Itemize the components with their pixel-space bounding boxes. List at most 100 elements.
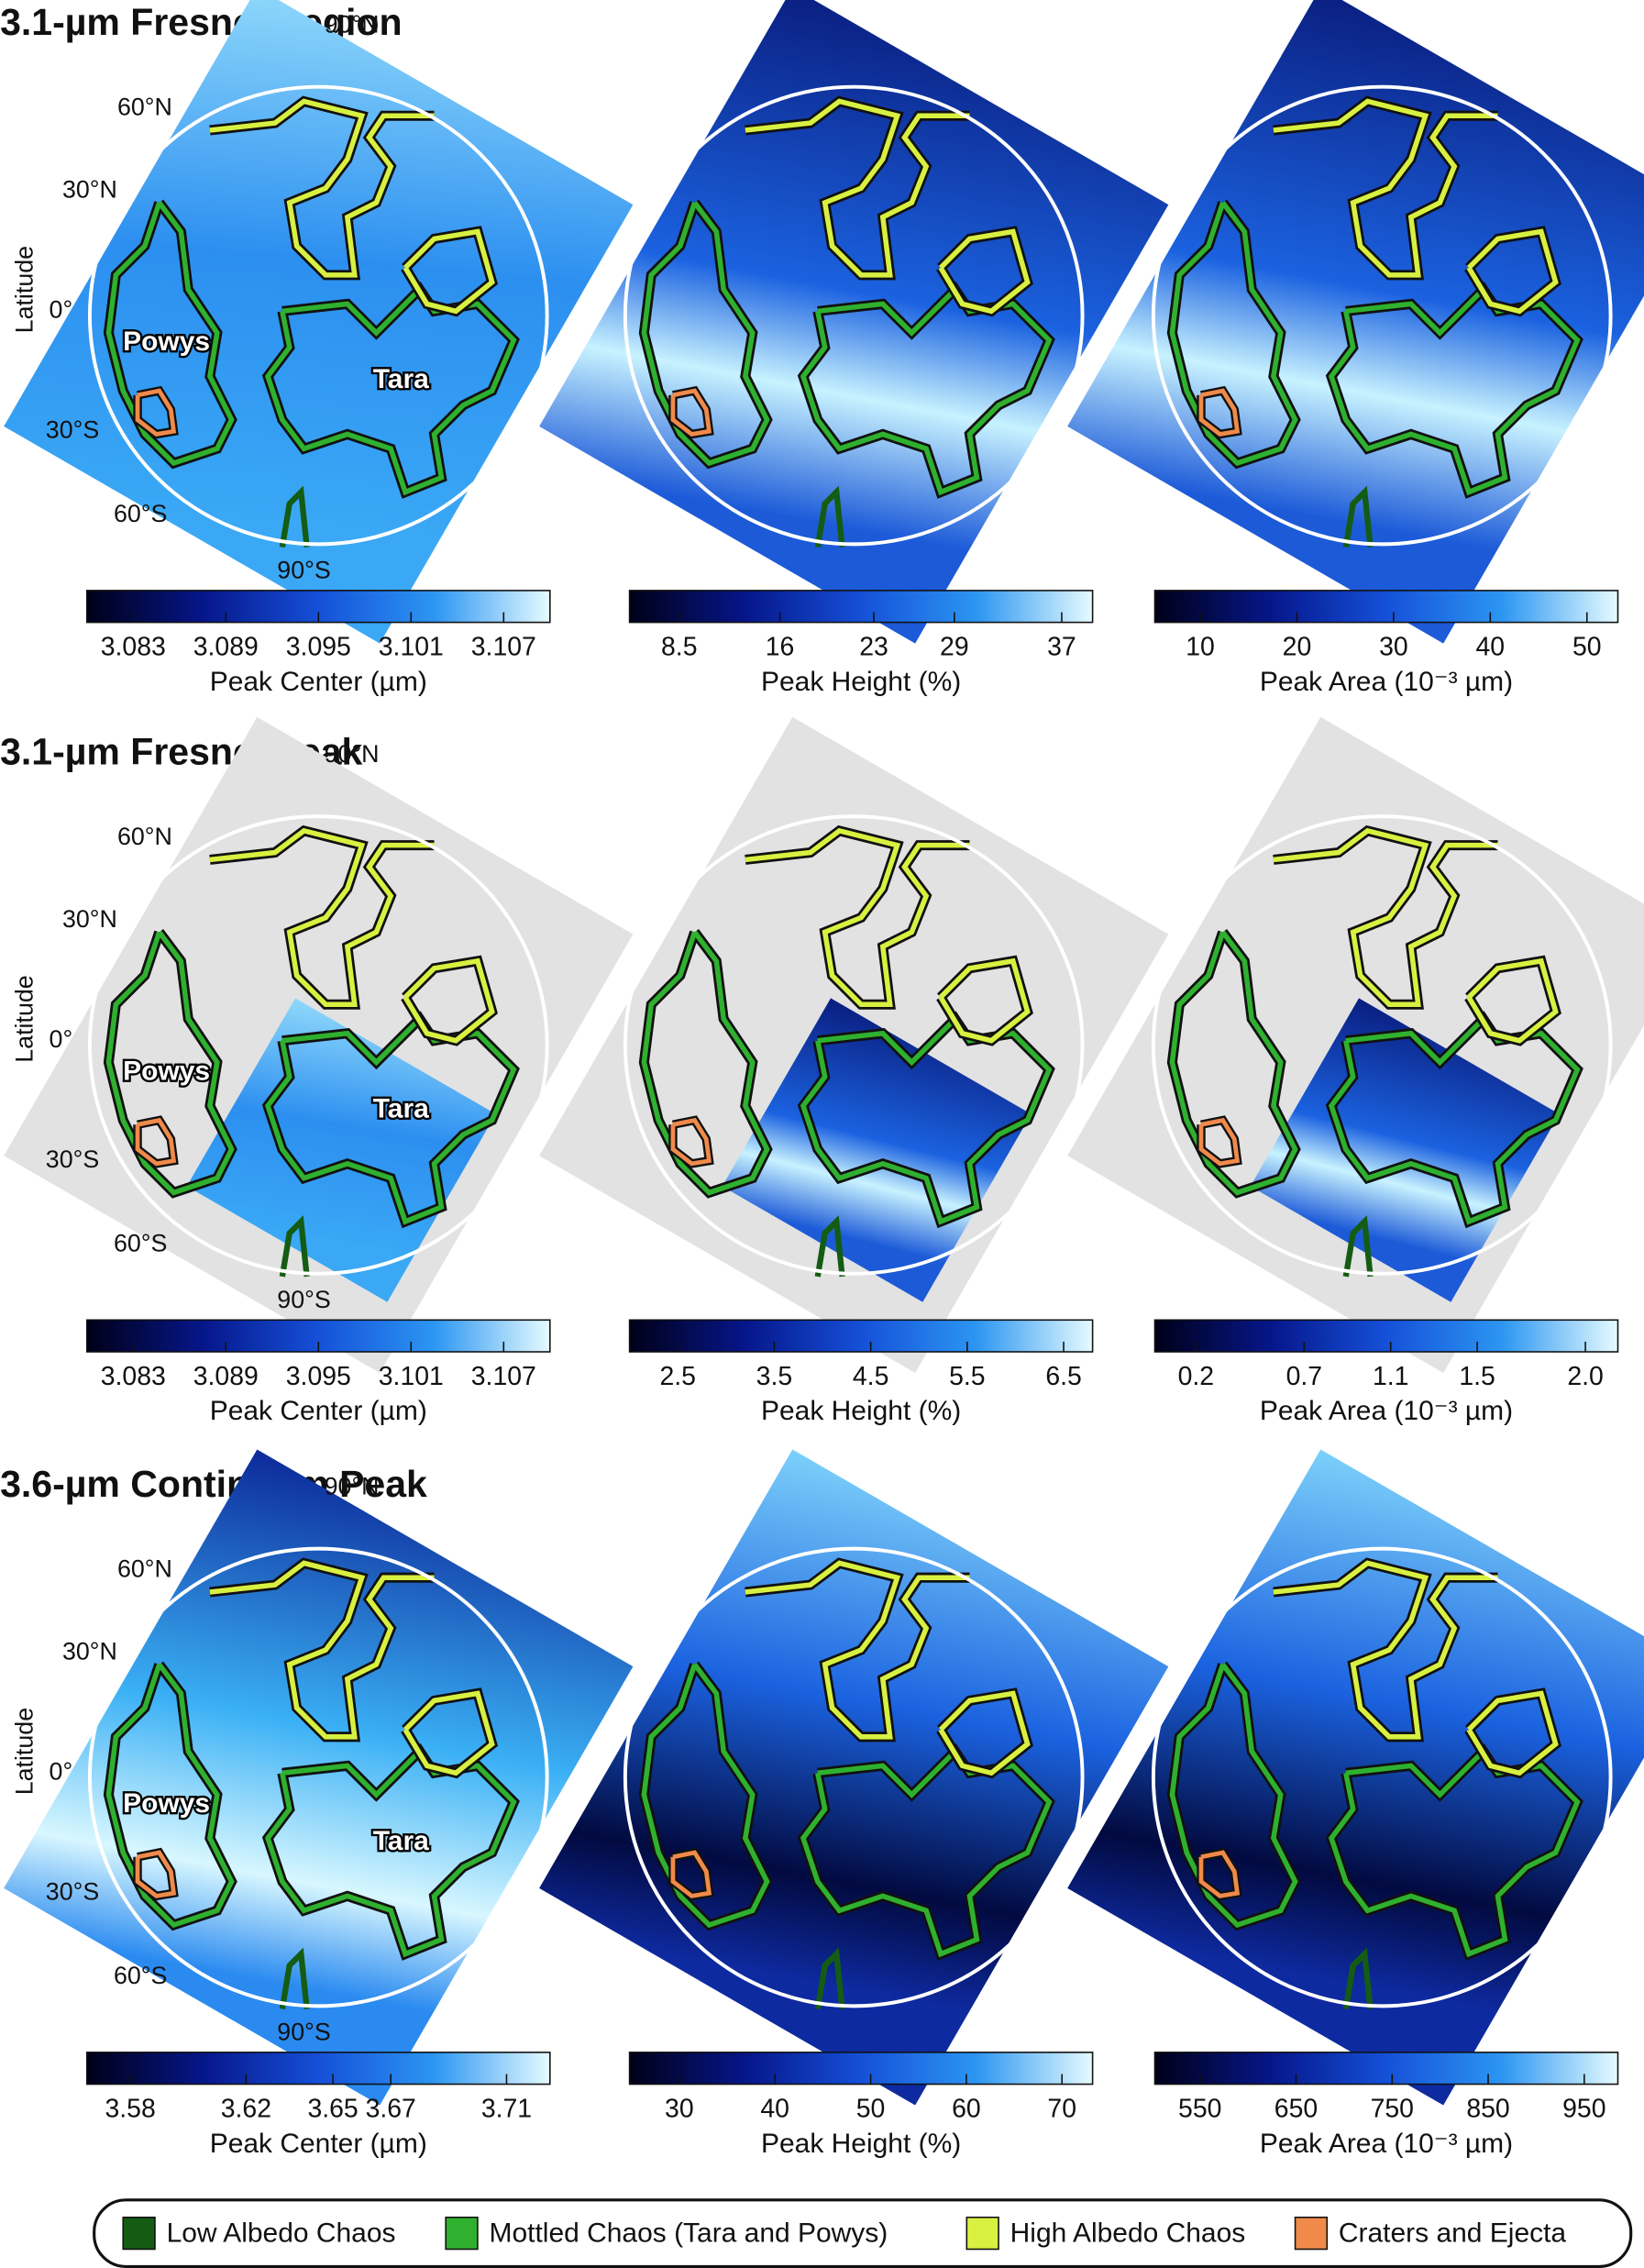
colorbar-tick-label: 5.5 — [949, 1362, 985, 1391]
colorbar — [628, 590, 1094, 624]
colorbar-tick-label: 50 — [1572, 633, 1602, 662]
latitude-label: 30°N — [62, 1637, 117, 1665]
map — [539, 0, 1169, 644]
legend-label: High Albedo Chaos — [1010, 2218, 1246, 2249]
map-footprint — [4, 0, 634, 644]
colorbar-label: Peak Center (µm) — [210, 2129, 427, 2159]
colorbar-label: Peak Height (%) — [761, 2129, 961, 2159]
axis-label: Latitude — [11, 246, 39, 333]
axis-label: Latitude — [11, 975, 39, 1062]
colorbar-tick-label: 3.62 — [221, 2094, 271, 2123]
region-label: Powys — [123, 1788, 210, 1819]
region-label: Powys — [123, 1056, 210, 1086]
latitude-label: 0° — [50, 295, 73, 323]
limb — [87, 814, 549, 1276]
colorbar-tick-label: 3.083 — [101, 1362, 166, 1391]
latitude-label: 0° — [50, 1025, 73, 1053]
colorbar-tick-label: 3.5 — [756, 1362, 792, 1391]
legend-swatch — [445, 2216, 479, 2251]
map-footprint — [539, 0, 1169, 644]
colorbar-tick-label: 0.2 — [1178, 1362, 1214, 1391]
latitude-label: 90°S — [277, 1286, 330, 1313]
colorbar-tick-label: 650 — [1274, 2094, 1318, 2123]
limb — [87, 84, 549, 547]
region-label: Tara — [373, 364, 429, 394]
colorbar-tick-label: 3.58 — [105, 2094, 155, 2123]
colorbar-label: Peak Height (%) — [761, 1396, 961, 1426]
colorbar-label: Peak Area (10⁻³ µm) — [1260, 1396, 1513, 1426]
latitude-label: 90°N — [325, 740, 380, 768]
colorbar-tick-label: 1.1 — [1373, 1362, 1408, 1391]
colorbar — [1153, 590, 1619, 624]
limb — [1151, 1546, 1613, 2008]
latitude-label: 30°S — [46, 1877, 99, 1905]
colorbar-tick-label: 850 — [1466, 2094, 1509, 2123]
map — [1067, 716, 1644, 1373]
map — [1067, 1449, 1644, 2106]
colorbar-tick-label: 70 — [1047, 2094, 1076, 2123]
latitude-label: 60°S — [114, 1229, 167, 1256]
legend-swatch — [122, 2216, 156, 2251]
map-valid-data — [1250, 998, 1560, 1302]
colorbar — [1153, 2052, 1619, 2085]
colorbar-tick-label: 6.5 — [1045, 1362, 1081, 1391]
map — [1067, 0, 1644, 644]
colorbar-tick-label: 3.101 — [379, 1362, 444, 1391]
limb — [623, 1546, 1085, 2008]
map — [4, 1449, 634, 2106]
colorbar-tick-label: 2.5 — [659, 1362, 695, 1391]
axis-label: Latitude — [11, 1708, 39, 1795]
latitude-label: 60°S — [114, 1962, 167, 1989]
colorbar-tick-label: 8.5 — [661, 633, 697, 662]
colorbar-tick-label: 30 — [665, 2094, 694, 2123]
colorbar-tick-label: 23 — [859, 633, 888, 662]
colorbar-tick-label: 950 — [1562, 2094, 1605, 2123]
limb — [87, 1546, 549, 2008]
colorbar-tick-label: 3.71 — [481, 2094, 532, 2123]
legend-swatch — [1294, 2216, 1329, 2251]
map-valid-data — [722, 998, 1032, 1302]
colorbar-label: Peak Area (10⁻³ µm) — [1260, 2129, 1513, 2159]
colorbar-label: Peak Center (µm) — [210, 667, 427, 697]
colorbar-tick-label: 3.095 — [286, 633, 351, 662]
latitude-label: 0° — [50, 1757, 73, 1785]
limb — [623, 84, 1085, 547]
colorbar — [628, 2052, 1094, 2085]
colorbar — [1153, 1319, 1619, 1353]
colorbar-tick-label: 4.5 — [853, 1362, 888, 1391]
section-title: 3.6-µm Continuum Peak — [0, 1463, 427, 1505]
colorbar-tick-label: 3.083 — [101, 633, 166, 662]
colorbar-tick-label: 40 — [760, 2094, 789, 2123]
latitude-label: 60°S — [114, 500, 167, 527]
latitude-label: 60°N — [117, 1554, 172, 1582]
region-label: Tara — [373, 1826, 429, 1856]
latitude-label: 90°N — [325, 10, 380, 38]
colorbar-tick-label: 2.0 — [1567, 1362, 1603, 1391]
colorbar-tick-label: 0.7 — [1286, 1362, 1322, 1391]
colorbar-tick-label: 50 — [856, 2094, 886, 2123]
colorbar-tick-label: 3.65 — [307, 2094, 358, 2123]
colorbar-tick-label: 37 — [1047, 633, 1076, 662]
latitude-label: 90°S — [277, 556, 330, 583]
colorbar-tick-label: 10 — [1186, 633, 1215, 662]
latitude-label: 90°N — [325, 1472, 380, 1499]
latitude-label: 30°N — [62, 175, 117, 203]
legend-swatch — [965, 2216, 999, 2251]
colorbar — [85, 2052, 551, 2085]
map-valid-data — [186, 998, 496, 1302]
map — [4, 716, 634, 1373]
limb — [1151, 84, 1613, 547]
colorbar-tick-label: 750 — [1371, 2094, 1414, 2123]
colorbar-tick-label: 3.107 — [471, 633, 536, 662]
colorbar — [628, 1319, 1094, 1353]
latitude-label: 30°N — [62, 905, 117, 933]
colorbar-tick-label: 20 — [1283, 633, 1312, 662]
colorbar-tick-label: 3.67 — [366, 2094, 416, 2123]
colorbar-label: Peak Center (µm) — [210, 1396, 427, 1426]
colorbar-tick-label: 3.107 — [471, 1362, 536, 1391]
legend-label: Low Albedo Chaos — [167, 2218, 396, 2249]
region-label: Powys — [123, 326, 210, 357]
legend-label: Mottled Chaos (Tara and Powys) — [490, 2218, 888, 2249]
map — [539, 1449, 1169, 2106]
colorbar-tick-label: 3.089 — [193, 1362, 259, 1391]
